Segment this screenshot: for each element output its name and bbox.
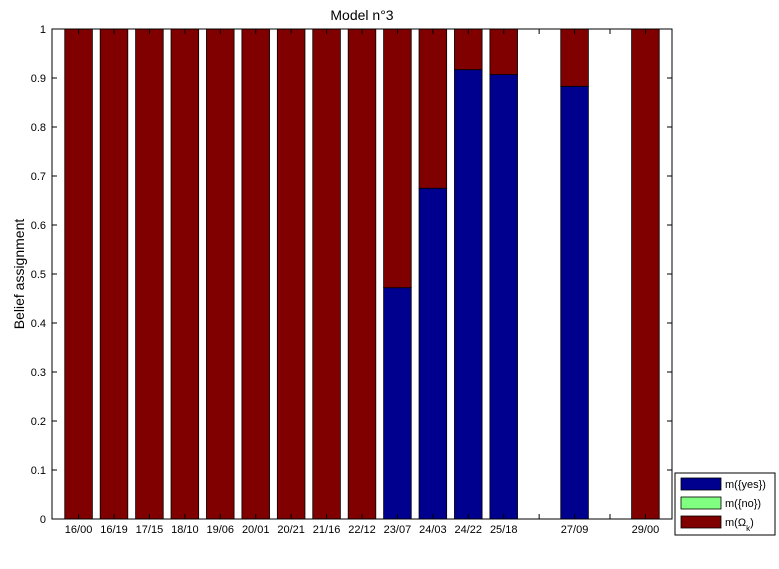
bar-segment-omega (206, 28, 235, 520)
y-tick-label: 0.5 (31, 269, 46, 281)
bar-segment-yes (383, 287, 412, 520)
bar-segment-omega (489, 28, 518, 75)
bar-segment-omega (312, 28, 341, 520)
y-tick-label: 0.4 (31, 318, 46, 330)
bar-segment-omega (383, 28, 412, 289)
x-tick-label: 20/01 (242, 524, 270, 536)
bar-segment-omega (560, 28, 589, 87)
x-tick-label: 16/19 (100, 524, 128, 536)
y-tick-label: 0.2 (31, 416, 46, 428)
x-tick-label: 19/06 (207, 524, 235, 536)
bar-segment-omega (347, 28, 377, 520)
legend-label: m({yes}) (725, 479, 766, 491)
x-tick-label: 22/12 (348, 524, 376, 536)
bar-segment-yes (418, 187, 448, 520)
legend-swatch (680, 477, 722, 491)
bar-segment-omega (418, 28, 448, 189)
x-tick-label: 16/00 (65, 524, 93, 536)
y-tick-label: 0.3 (31, 367, 46, 379)
x-axis: 16/00 16/19 17/15 18/10 19/06 20/01 20/21 21/16… (65, 29, 659, 536)
x-tick-label: 21/16 (313, 524, 341, 536)
x-tick-label: 24/03 (419, 524, 447, 536)
bar-segment-omega (170, 28, 200, 520)
bar-segment-omega (631, 28, 660, 520)
legend-label: m({no}) (725, 498, 761, 510)
bar-segment-omega (99, 28, 129, 520)
x-tick-label: 29/00 (632, 524, 660, 536)
y-axis-label: Belief assignment (11, 219, 27, 330)
chart-title: Model n°3 (330, 7, 393, 23)
bar-segment-omega (135, 28, 164, 520)
x-tick-label: 23/07 (384, 524, 412, 536)
x-tick-label: 18/10 (171, 524, 199, 536)
x-tick-label: 20/21 (277, 524, 305, 536)
y-tick-label: 1 (40, 24, 46, 36)
y-axis: 0 0.1 0.2 0.3 0.4 0.5 0.6 0.7 0.8 0.9 1 (31, 24, 672, 526)
y-tick-label: 0.6 (31, 220, 46, 232)
y-tick-label: 0.1 (31, 465, 46, 477)
bar-segment-yes (489, 74, 518, 520)
bar-segment-yes (454, 69, 483, 520)
y-tick-label: 0.7 (31, 171, 46, 183)
legend-swatch (680, 515, 722, 529)
bars-group (64, 28, 660, 520)
bar-segment-omega (241, 28, 270, 520)
bar-segment-omega (454, 28, 483, 71)
y-tick-label: 0.9 (31, 73, 46, 85)
legend: m({yes})m({no})m(Ωk) (674, 472, 776, 536)
bar-segment-omega (276, 28, 306, 520)
x-tick-label: 24/22 (455, 524, 483, 536)
x-tick-label: 25/18 (490, 524, 518, 536)
y-tick-label: 0 (40, 514, 46, 526)
legend-swatch (680, 496, 722, 510)
x-tick-label: 27/09 (561, 524, 589, 536)
x-tick-label: 17/15 (136, 524, 164, 536)
y-tick-label: 0.8 (31, 122, 46, 134)
bar-segment-omega (64, 28, 93, 520)
bar-segment-yes (560, 85, 589, 520)
